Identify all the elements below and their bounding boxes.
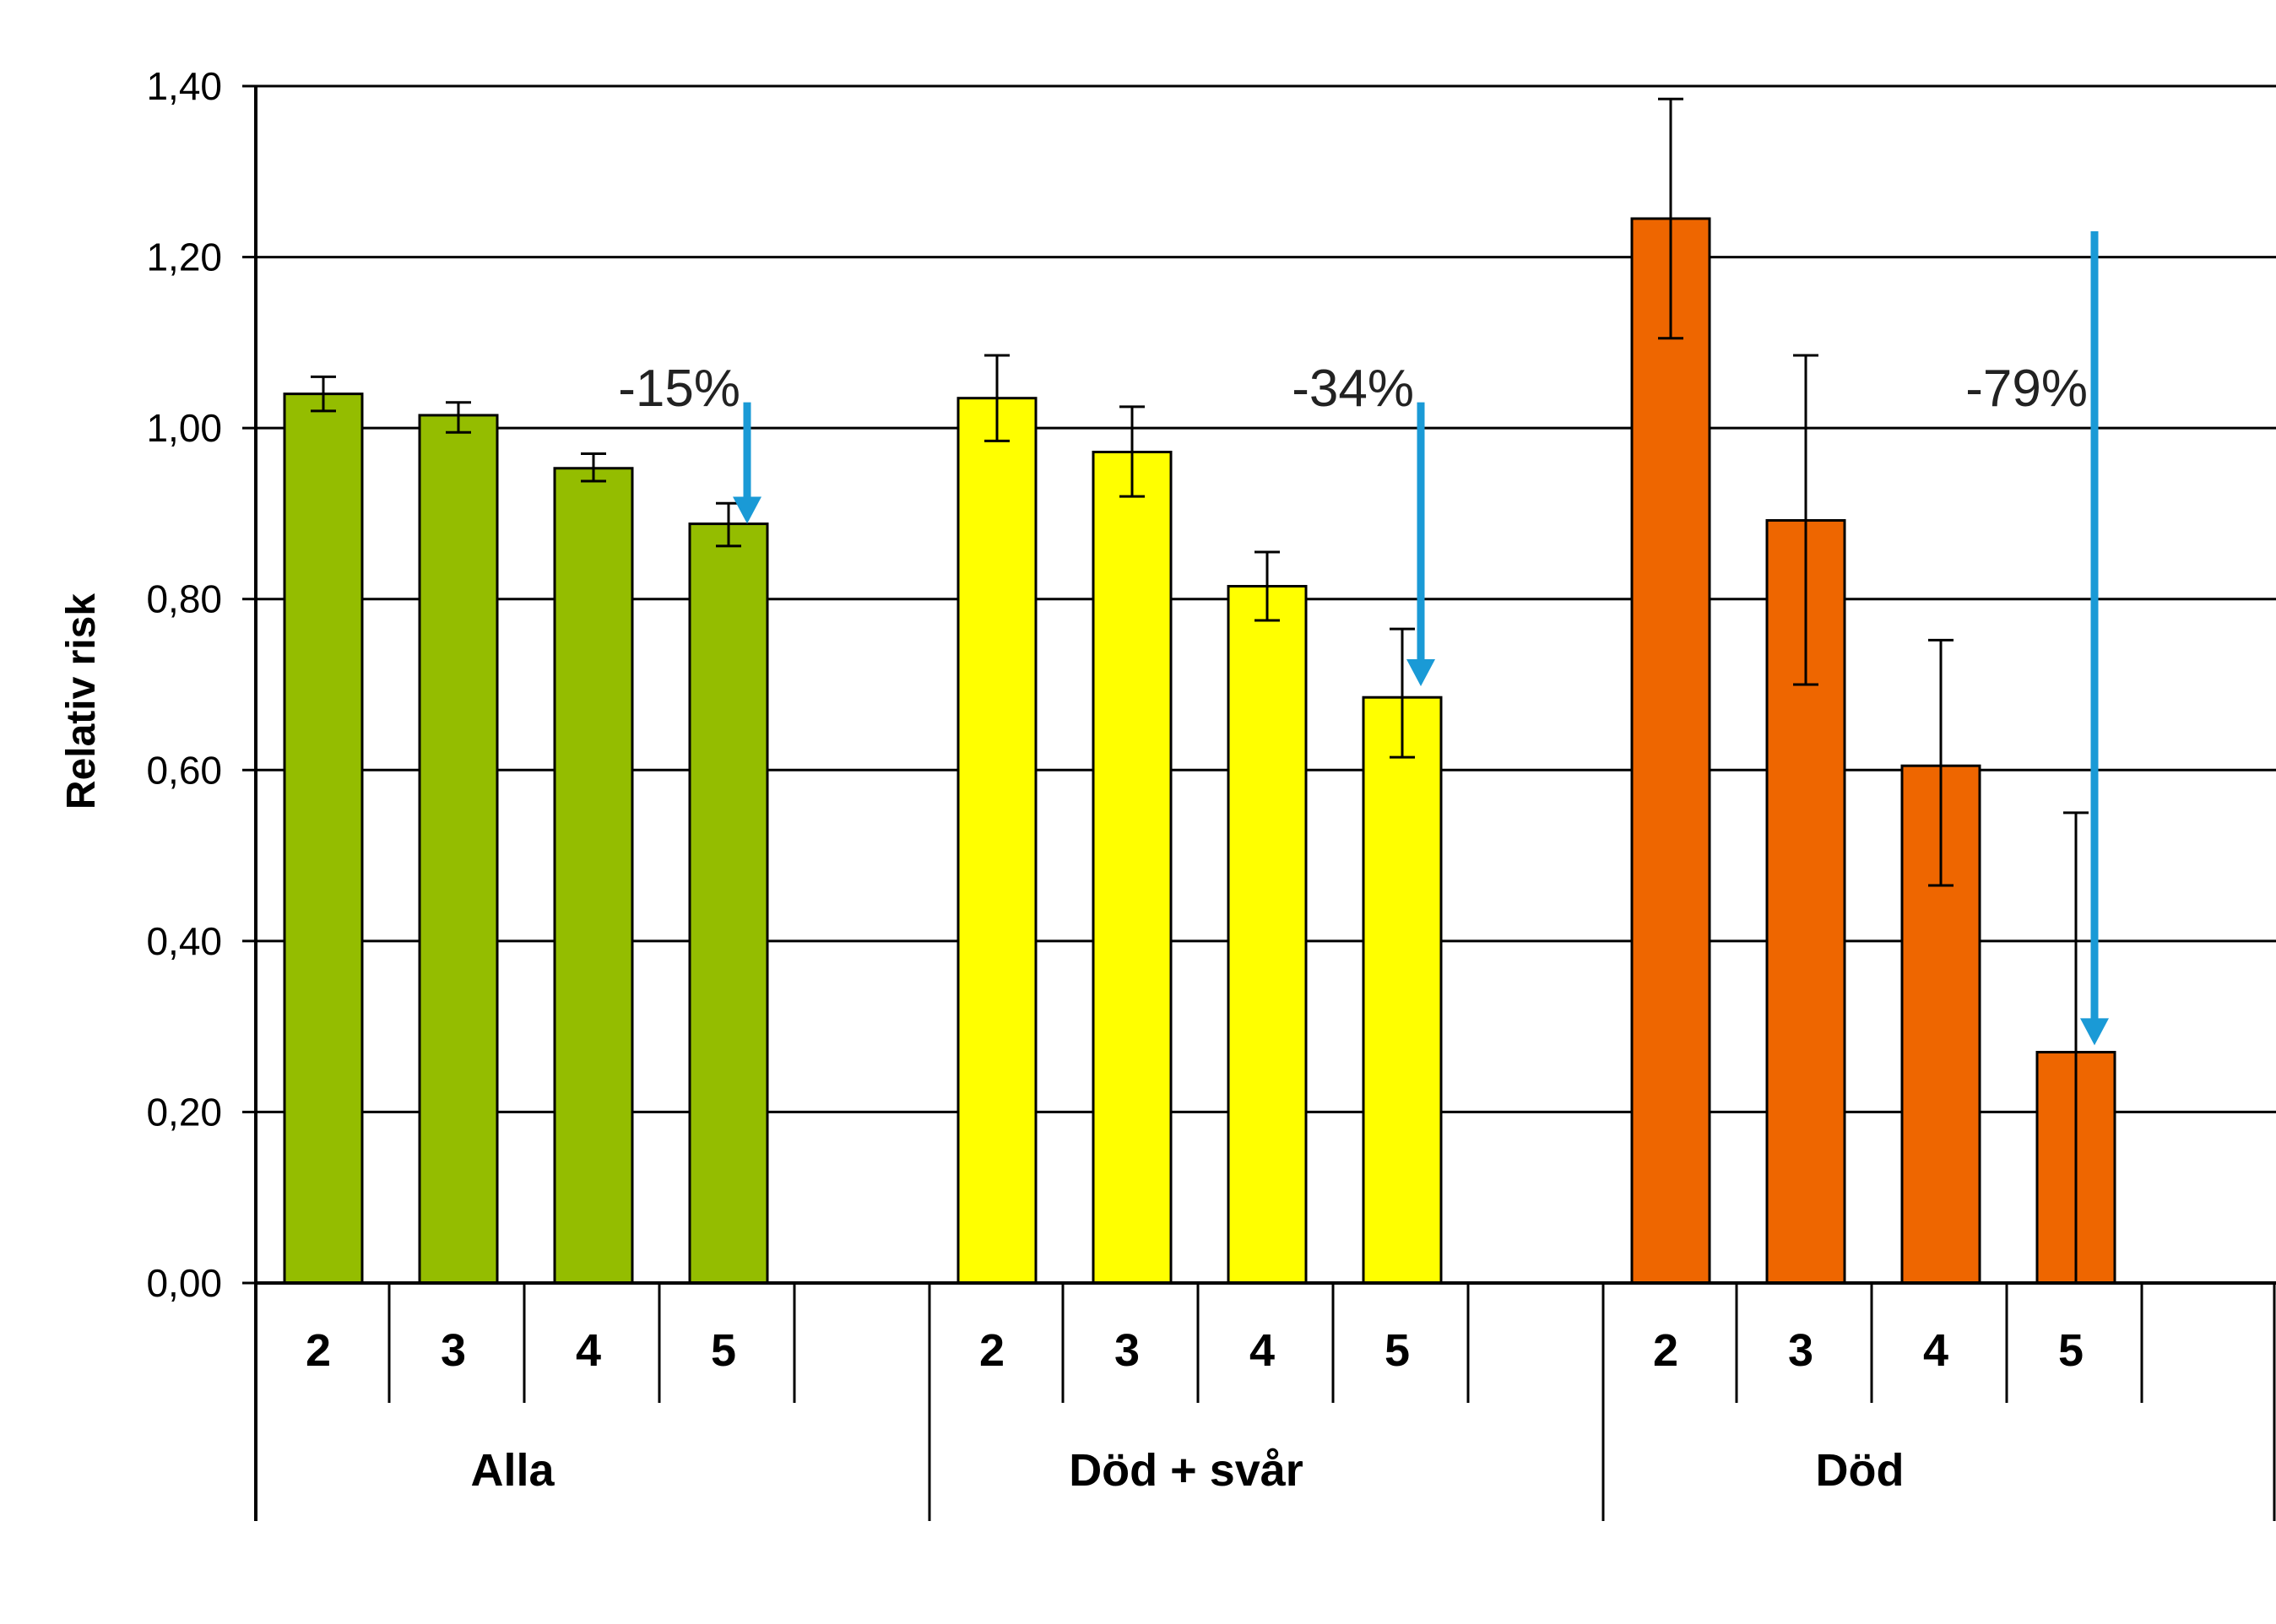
reduction-arrowhead bbox=[1406, 659, 1435, 686]
x-category-label: 5 bbox=[2058, 1325, 2084, 1376]
y-tick-label: 1,20 bbox=[146, 235, 222, 279]
y-tick-label: 1,00 bbox=[146, 406, 222, 450]
bar bbox=[1362, 696, 1443, 1285]
reduction-label: -34% bbox=[1292, 360, 1414, 418]
reduction-arrowhead bbox=[733, 496, 761, 524]
x-category-label: 2 bbox=[1653, 1325, 1678, 1376]
x-axis-group-labels: Alla Död + svår Död bbox=[470, 1445, 1904, 1496]
y-tick-label: 1,40 bbox=[146, 64, 222, 108]
y-tick-label: 0,00 bbox=[146, 1261, 222, 1305]
reduction-arrowhead bbox=[2080, 1018, 2109, 1046]
bar bbox=[688, 522, 769, 1285]
reduction-label: -79% bbox=[1965, 360, 2088, 418]
x-category-label: 3 bbox=[1788, 1325, 1813, 1376]
bars bbox=[283, 217, 2116, 1285]
x-category-label: 3 bbox=[441, 1325, 466, 1376]
x-category-label: 4 bbox=[1923, 1325, 1948, 1376]
y-tick-label: 0,60 bbox=[146, 748, 222, 792]
x-group-label: Död + svår bbox=[1069, 1445, 1303, 1496]
x-category-label: 5 bbox=[1385, 1325, 1410, 1376]
error-bars bbox=[311, 97, 2089, 1283]
bar bbox=[1630, 217, 1711, 1285]
x-category-label: 2 bbox=[306, 1325, 331, 1376]
x-category-label: 4 bbox=[576, 1325, 601, 1376]
reduction-label: -15% bbox=[618, 360, 740, 418]
y-axis-label: Relativ risk bbox=[59, 593, 104, 809]
x-category-label: 5 bbox=[711, 1325, 736, 1376]
y-axis-tick-labels: 0,00 0,20 0,40 0,60 0,80 1,00 1,20 1,40 bbox=[146, 64, 222, 1305]
bar bbox=[553, 467, 634, 1285]
annotations: -15% -34% -79% bbox=[618, 231, 2109, 1046]
bar bbox=[1092, 451, 1173, 1285]
axes bbox=[254, 86, 2276, 1521]
y-tick-label: 0,20 bbox=[146, 1090, 222, 1134]
x-group-label: Död bbox=[1816, 1445, 1905, 1496]
bar bbox=[283, 392, 364, 1285]
x-category-label: 2 bbox=[979, 1325, 1005, 1376]
bar bbox=[1227, 585, 1308, 1285]
x-category-label: 3 bbox=[1114, 1325, 1140, 1376]
y-tick-label: 0,80 bbox=[146, 577, 222, 621]
bar bbox=[418, 414, 499, 1285]
x-axis-category-labels: 2 3 4 5 2 3 4 5 2 3 4 5 bbox=[306, 1325, 2084, 1376]
x-group-label: Alla bbox=[470, 1445, 555, 1496]
bar bbox=[956, 397, 1038, 1285]
y-tick-label: 0,40 bbox=[146, 919, 222, 963]
x-category-label: 4 bbox=[1249, 1325, 1275, 1376]
